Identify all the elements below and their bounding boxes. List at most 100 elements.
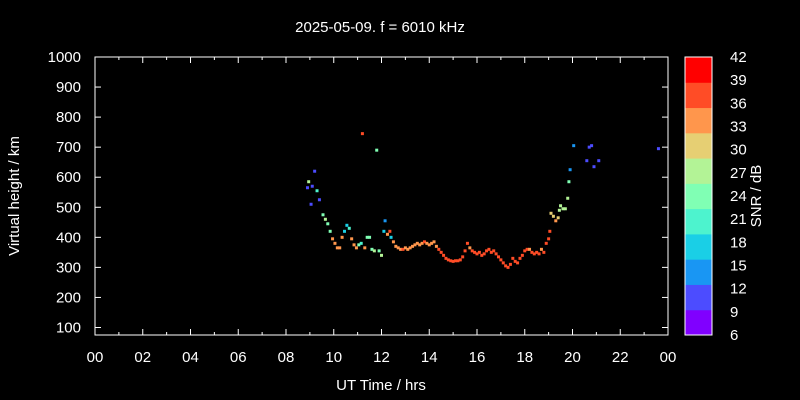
data-points: [305, 132, 660, 269]
x-tick-label: 00: [660, 349, 677, 366]
x-tick-label: 20: [564, 349, 581, 366]
data-point: [365, 235, 369, 239]
x-tick-label: 16: [469, 349, 486, 366]
colorbar-segment: [685, 132, 712, 159]
data-point: [523, 249, 527, 253]
data-point: [542, 250, 546, 254]
x-tick-label: 22: [612, 349, 629, 366]
data-point: [408, 246, 412, 250]
data-point: [340, 235, 344, 239]
data-point: [444, 256, 448, 260]
colorbar-tick-label: 12: [730, 281, 747, 298]
data-point: [482, 252, 486, 256]
colorbar-segment: [685, 107, 712, 134]
data-point: [401, 247, 405, 251]
x-axis-label: UT Time / hrs: [336, 377, 426, 394]
colorbar-tick-label: 27: [730, 165, 747, 182]
data-point: [396, 246, 400, 250]
x-tick-label: 00: [87, 349, 104, 366]
colorbar-segment: [685, 57, 712, 83]
data-point: [559, 204, 563, 208]
colorbar-segment: [685, 183, 712, 210]
data-point: [544, 241, 548, 245]
data-point: [554, 219, 558, 223]
data-point: [487, 247, 491, 251]
data-point: [520, 253, 524, 257]
x-tick-label: 12: [373, 349, 390, 366]
x-tick-label: 02: [134, 349, 151, 366]
data-point: [508, 262, 512, 266]
data-point: [597, 159, 601, 163]
colorbar-segment: [685, 158, 712, 184]
data-point: [434, 244, 438, 248]
colorbar-tick-label: 33: [730, 119, 747, 136]
colorbar-tick-label: 42: [730, 49, 747, 66]
data-point: [363, 246, 367, 250]
data-point: [499, 258, 503, 262]
y-tick-label: 800: [56, 109, 81, 126]
data-point: [489, 250, 493, 254]
data-point: [354, 246, 358, 250]
data-point: [422, 240, 426, 244]
data-point: [338, 246, 342, 250]
data-point: [511, 256, 515, 260]
y-tick-label: 200: [56, 289, 81, 306]
data-point: [513, 259, 517, 263]
data-point: [368, 235, 372, 239]
data-point: [506, 265, 510, 269]
data-point: [535, 250, 539, 254]
data-point: [494, 252, 498, 256]
plot-frame: [94, 56, 669, 336]
y-tick-label: 1000: [48, 49, 81, 66]
data-point: [566, 196, 570, 200]
data-point: [350, 237, 354, 241]
data-point: [375, 148, 379, 152]
x-tick-label: 14: [421, 349, 438, 366]
data-point: [439, 250, 443, 254]
colorbar-segment: [685, 284, 712, 311]
y-tick-label: 400: [56, 229, 81, 246]
data-point: [307, 180, 311, 184]
data-point: [528, 247, 532, 251]
data-point: [385, 232, 389, 236]
data-point: [473, 250, 477, 254]
data-point: [427, 243, 431, 247]
chart-title: 2025-05-09. f = 6010 kHz: [295, 19, 465, 36]
data-point: [496, 255, 500, 259]
data-point: [551, 214, 555, 218]
data-point: [451, 259, 455, 263]
colorbar-tick-label: 30: [730, 142, 747, 159]
data-point: [446, 258, 450, 262]
data-point: [331, 237, 335, 241]
colorbar-segment: [685, 259, 712, 285]
x-tick-label: 06: [230, 349, 247, 366]
colorbar-segment: [685, 82, 712, 109]
data-point: [525, 247, 529, 251]
data-point: [413, 243, 417, 247]
data-point: [359, 241, 363, 245]
data-point: [485, 249, 489, 253]
y-tick-label: 300: [56, 259, 81, 276]
data-point: [425, 241, 429, 245]
y-tick-label: 900: [56, 79, 81, 96]
data-point: [548, 229, 552, 233]
colorbar: 6 9 12 15 18 21 24 27 30 33 36 39 42: [684, 49, 747, 344]
data-point: [465, 241, 469, 245]
colorbar-segment: [685, 233, 712, 260]
data-point: [592, 165, 596, 169]
data-point: [442, 253, 446, 257]
data-point: [420, 241, 424, 245]
data-point: [370, 247, 374, 251]
data-point: [380, 253, 383, 257]
data-point: [430, 241, 434, 245]
data-point: [470, 249, 474, 253]
y-tick-label: 600: [56, 169, 81, 186]
data-point: [313, 169, 317, 173]
data-point: [504, 264, 508, 268]
data-point: [590, 144, 594, 148]
data-point: [323, 217, 327, 221]
x-tick-labels: 00 02 04 06 08 10 12 14 16 18 20 22 00: [87, 57, 677, 366]
data-point: [305, 186, 309, 190]
data-point: [317, 198, 321, 202]
colorbar-tick-label: 15: [730, 258, 747, 275]
